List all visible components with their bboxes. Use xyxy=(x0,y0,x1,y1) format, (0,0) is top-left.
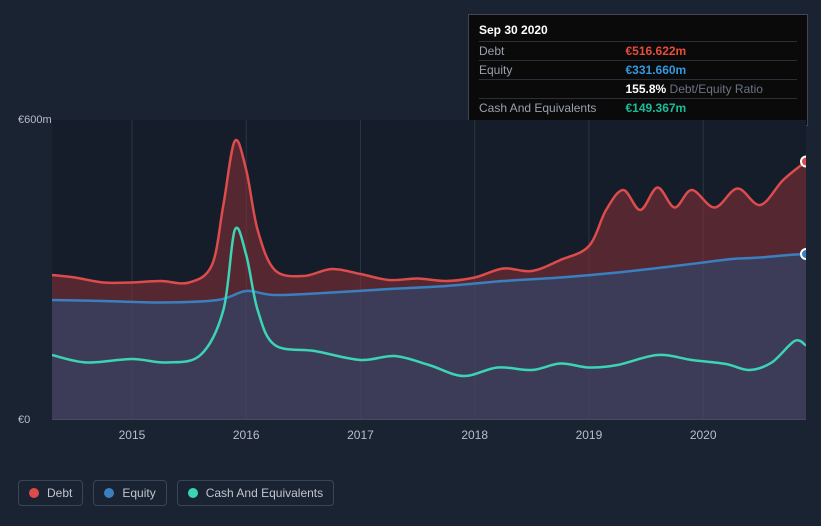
chart-legend: Debt Equity Cash And Equivalents xyxy=(18,480,334,506)
tooltip-cash-value: €149.367m xyxy=(626,99,798,118)
legend-item-equity[interactable]: Equity xyxy=(93,480,166,506)
tooltip-table: Debt €516.622m Equity €331.660m 155.8% D… xyxy=(479,41,797,117)
tooltip-equity-value: €331.660m xyxy=(626,61,798,80)
chart-container: €0€600m 201520162017201820192020 xyxy=(18,120,806,440)
legend-dot-cash xyxy=(188,488,198,498)
legend-item-debt[interactable]: Debt xyxy=(18,480,83,506)
tooltip-ratio-value: 155.8% xyxy=(626,82,667,96)
tooltip-equity-label: Equity xyxy=(479,61,626,80)
legend-label-equity: Equity xyxy=(122,486,155,500)
tooltip-debt-label: Debt xyxy=(479,42,626,61)
tooltip-ratio-label: Debt/Equity Ratio xyxy=(670,82,763,96)
legend-dot-equity xyxy=(104,488,114,498)
tooltip-cash-label: Cash And Equivalents xyxy=(479,99,626,118)
legend-dot-debt xyxy=(29,488,39,498)
tooltip-debt-value: €516.622m xyxy=(626,42,798,61)
legend-item-cash[interactable]: Cash And Equivalents xyxy=(177,480,334,506)
legend-label-cash: Cash And Equivalents xyxy=(206,486,323,500)
chart-tooltip: Sep 30 2020 Debt €516.622m Equity €331.6… xyxy=(468,14,808,126)
legend-label-debt: Debt xyxy=(47,486,72,500)
tooltip-ratio: 155.8% Debt/Equity Ratio xyxy=(626,80,798,99)
tooltip-date: Sep 30 2020 xyxy=(479,21,797,41)
chart-plot[interactable] xyxy=(52,120,806,420)
